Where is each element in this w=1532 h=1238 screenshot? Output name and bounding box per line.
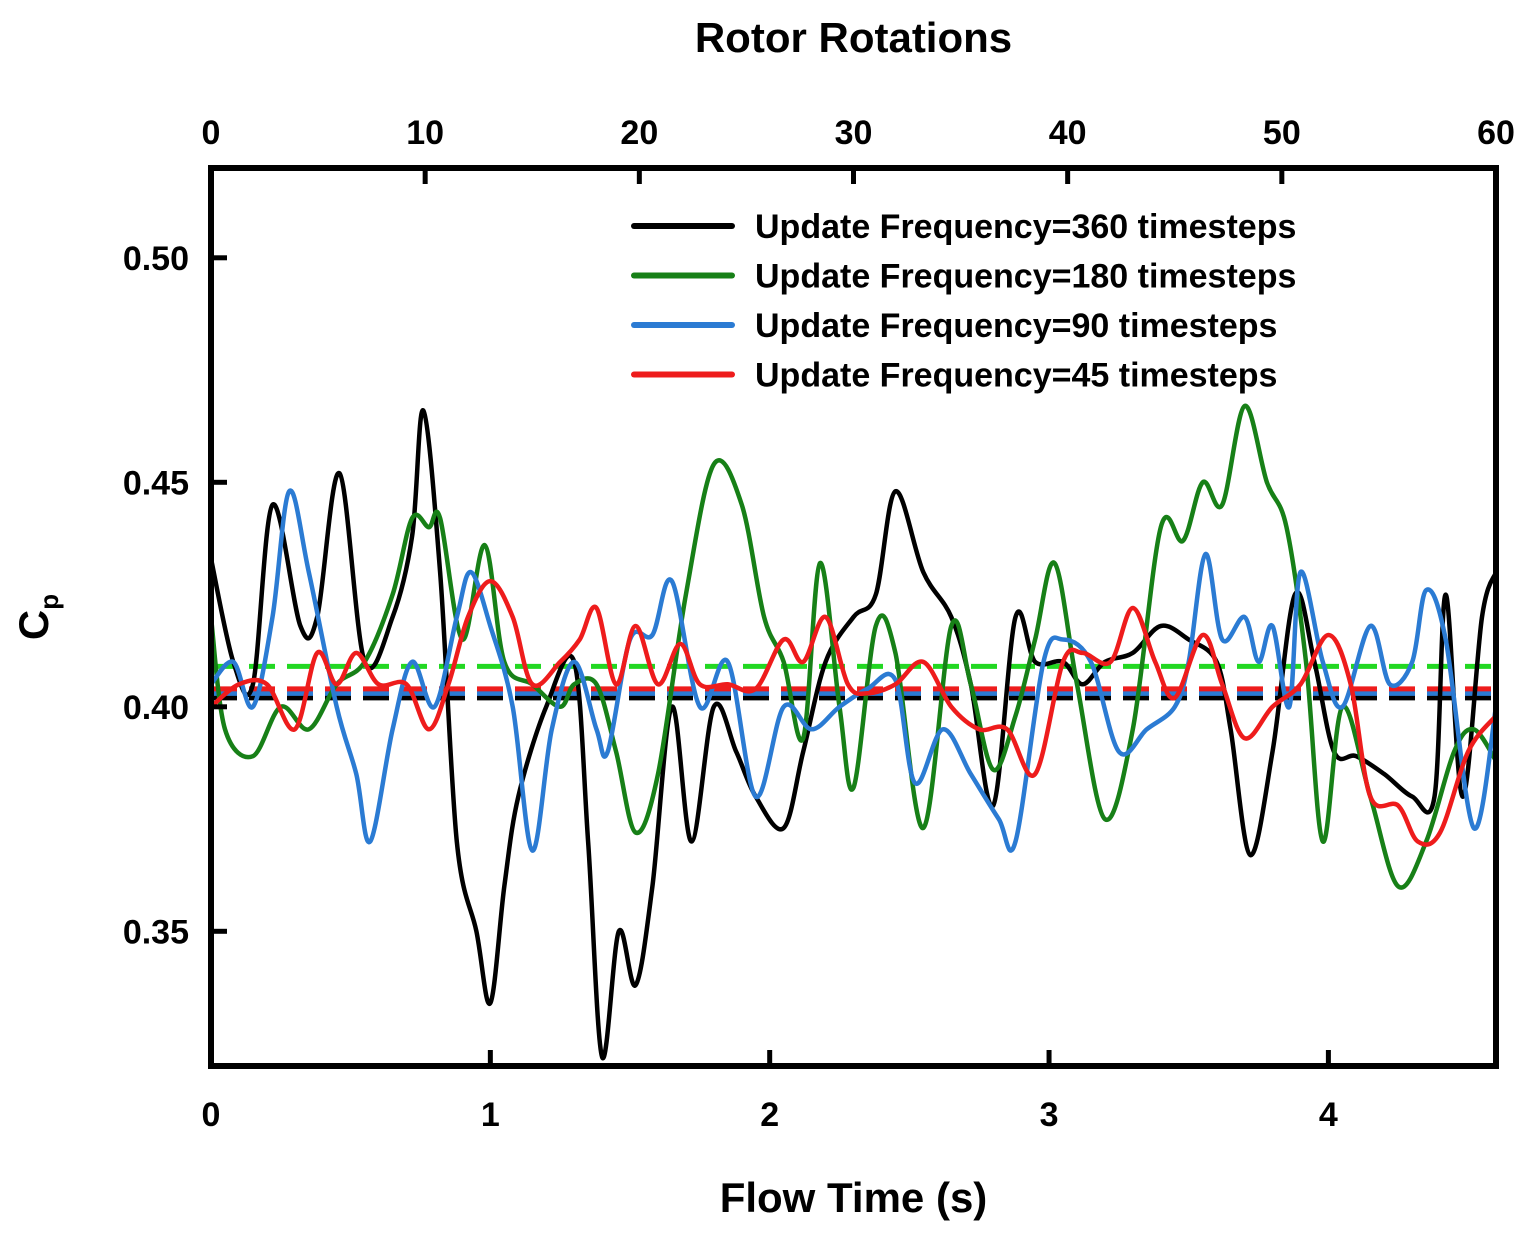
- series-line-4: [211, 578, 1496, 847]
- y-axis-title-main: C: [10, 610, 57, 640]
- x-tick-label: 4: [1319, 1096, 1338, 1134]
- y-tick-label: 0.50: [123, 240, 189, 278]
- top-axis-title: Rotor Rotations: [695, 14, 1012, 61]
- y-tick-label: 0.40: [123, 689, 189, 727]
- x-tick-label: 3: [1040, 1096, 1059, 1134]
- x2-tick-label: 40: [1049, 114, 1087, 152]
- x-tick-label: 1: [481, 1096, 500, 1134]
- x2-tick-label: 30: [835, 114, 873, 152]
- svg-text:Cp: Cp: [10, 594, 64, 640]
- legend-label-4: Update Frequency=45 timesteps: [755, 357, 1277, 395]
- x2-tick-label: 50: [1263, 114, 1301, 152]
- legend: Update Frequency=360 timesteps Update Fre…: [631, 208, 1296, 395]
- y-tick-label: 0.45: [123, 464, 189, 502]
- legend-label-2: Update Frequency=180 timesteps: [755, 258, 1296, 296]
- x-tick-label: 0: [202, 1096, 221, 1134]
- legend-label-3: Update Frequency=90 timesteps: [755, 307, 1277, 345]
- x2-tick-label: 0: [202, 114, 221, 152]
- y-tick-label: 0.35: [123, 913, 189, 951]
- legend-label-1: Update Frequency=360 timesteps: [755, 208, 1296, 246]
- x2-tick-label: 10: [406, 114, 444, 152]
- series-lines: [211, 403, 1496, 1061]
- x2-tick-label: 20: [620, 114, 658, 152]
- y-axis-title-subscript: p: [34, 594, 64, 610]
- x-tick-label: 2: [760, 1096, 779, 1134]
- series-line-1: [211, 408, 1496, 1061]
- x2-tick-label: 60: [1477, 114, 1515, 152]
- bottom-axis-title: Flow Time (s): [720, 1174, 988, 1221]
- y-axis-title: Cp: [10, 594, 64, 640]
- axis-ticks: 0 1 2 3 40 10 20 30 40 50 600.350.400.450.50: [123, 114, 1515, 1134]
